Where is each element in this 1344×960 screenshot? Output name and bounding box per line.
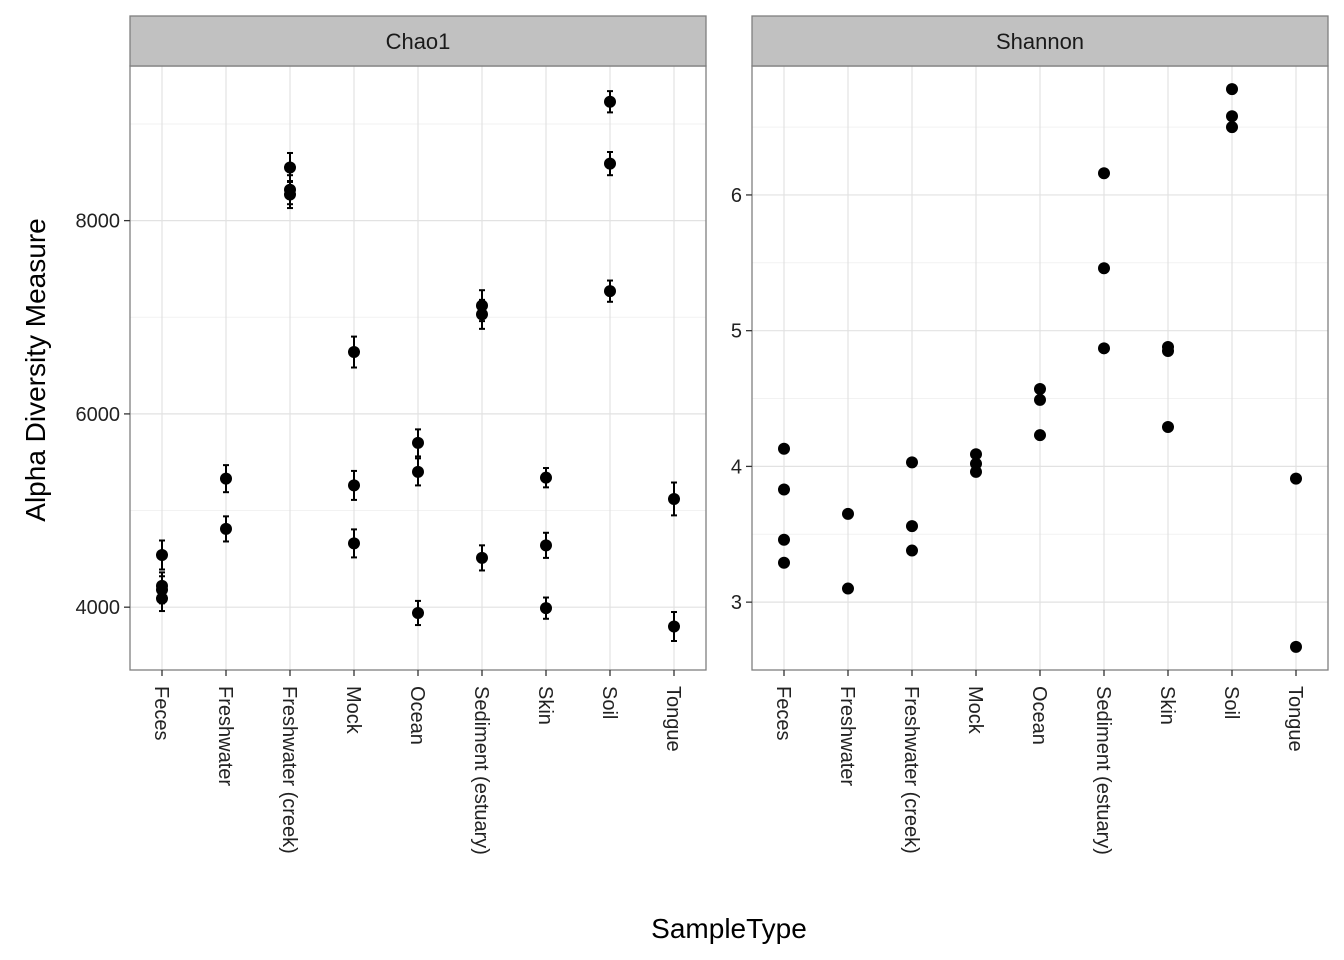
chao1-x-tick-label: Ocean (406, 686, 428, 745)
shannon-data-point (906, 456, 918, 469)
shannon-data-point (1290, 472, 1302, 485)
chao1-data-point (412, 606, 424, 619)
shannon-data-point (1034, 429, 1046, 442)
chao1-x-tick-label: Freshwater (creek) (278, 686, 300, 854)
shannon-data-point (778, 533, 790, 546)
shannon-x-tick-label: Tongue (1284, 686, 1306, 752)
chao1-data-point (604, 157, 616, 170)
shannon-data-point (778, 483, 790, 496)
shannon-data-point (1226, 110, 1238, 123)
chao1-y-tick-label: 4000 (76, 597, 121, 619)
shannon-x-tick-label: Mock (964, 686, 986, 735)
shannon-y-tick-label: 4 (731, 456, 742, 478)
chao1-data-point (476, 299, 488, 312)
shannon-strip-label: Shannon (996, 29, 1084, 54)
chao1-y-tick-label: 6000 (76, 404, 121, 426)
chao1-data-point (284, 188, 296, 201)
shannon-data-point (842, 507, 854, 520)
chao1-data-point (284, 161, 296, 174)
chao1-y-tick-label: 8000 (76, 211, 121, 233)
chao1-data-point (220, 522, 232, 535)
shannon-data-point (778, 556, 790, 569)
shannon-x-tick-label: Sediment (estuary) (1092, 686, 1114, 855)
chao1-data-point (540, 471, 552, 484)
shannon-data-point (778, 442, 790, 455)
shannon-data-point (1098, 342, 1110, 355)
shannon-x-tick-label: Feces (772, 686, 794, 740)
shannon-x-tick-label: Skin (1156, 686, 1178, 725)
shannon-x-tick-label: Ocean (1028, 686, 1050, 745)
shannon-x-tick-label: Soil (1220, 686, 1242, 719)
chao1-x-tick-label: Sediment (estuary) (470, 686, 492, 855)
chao1-data-point (156, 548, 168, 561)
shannon-x-tick-label: Freshwater (836, 686, 858, 786)
chao1-data-point (156, 583, 168, 596)
y-axis-title: Alpha Diversity Measure (20, 218, 51, 521)
shannon-data-point (1034, 383, 1046, 396)
shannon-data-point (1226, 83, 1238, 96)
chao1-data-point (604, 95, 616, 108)
shannon-y-tick-label: 3 (731, 592, 742, 614)
chao1-data-point (412, 465, 424, 478)
chao1-data-point (348, 537, 360, 550)
chao1-x-tick-label: Skin (534, 686, 556, 725)
shannon-data-point (1034, 393, 1046, 406)
shannon-data-point (1162, 345, 1174, 358)
chao1-x-tick-label: Soil (598, 686, 620, 719)
chao1-data-point (668, 492, 680, 505)
shannon-y-tick-label: 6 (731, 185, 742, 207)
shannon-data-point (906, 520, 918, 533)
shannon-data-point (1098, 262, 1110, 275)
chao1-data-point (668, 620, 680, 633)
shannon-data-point (1226, 121, 1238, 134)
chao1-data-point (476, 551, 488, 564)
shannon-y-tick-label: 5 (731, 321, 742, 343)
chao1-data-point (540, 539, 552, 552)
chao1-data-point (348, 479, 360, 492)
chao1-strip-label: Chao1 (386, 29, 451, 54)
chao1-data-point (156, 592, 168, 605)
chao1-x-tick-label: Mock (342, 686, 364, 735)
shannon-strip (751, 15, 1329, 67)
chao1-data-point (348, 346, 360, 359)
chao1-data-point (604, 285, 616, 298)
chao1-data-point (476, 308, 488, 321)
chao1-x-tick-label: Feces (150, 686, 172, 740)
chao1-x-tick-label: Tongue (662, 686, 684, 752)
shannon-data-point (970, 465, 982, 478)
shannon-data-point (1162, 421, 1174, 434)
shannon-data-point (970, 448, 982, 461)
chao1-data-point (540, 602, 552, 615)
chao1-strip (129, 15, 707, 67)
shannon-data-point (1290, 640, 1302, 653)
chao1-data-point (412, 436, 424, 449)
shannon-x-tick-label: Freshwater (creek) (900, 686, 922, 854)
chao1-x-tick-label: Freshwater (214, 686, 236, 786)
x-axis-title: SampleType (651, 913, 807, 944)
shannon-data-point (842, 582, 854, 595)
shannon-data-point (906, 544, 918, 557)
chao1-data-point (220, 472, 232, 485)
shannon-data-point (1098, 167, 1110, 180)
